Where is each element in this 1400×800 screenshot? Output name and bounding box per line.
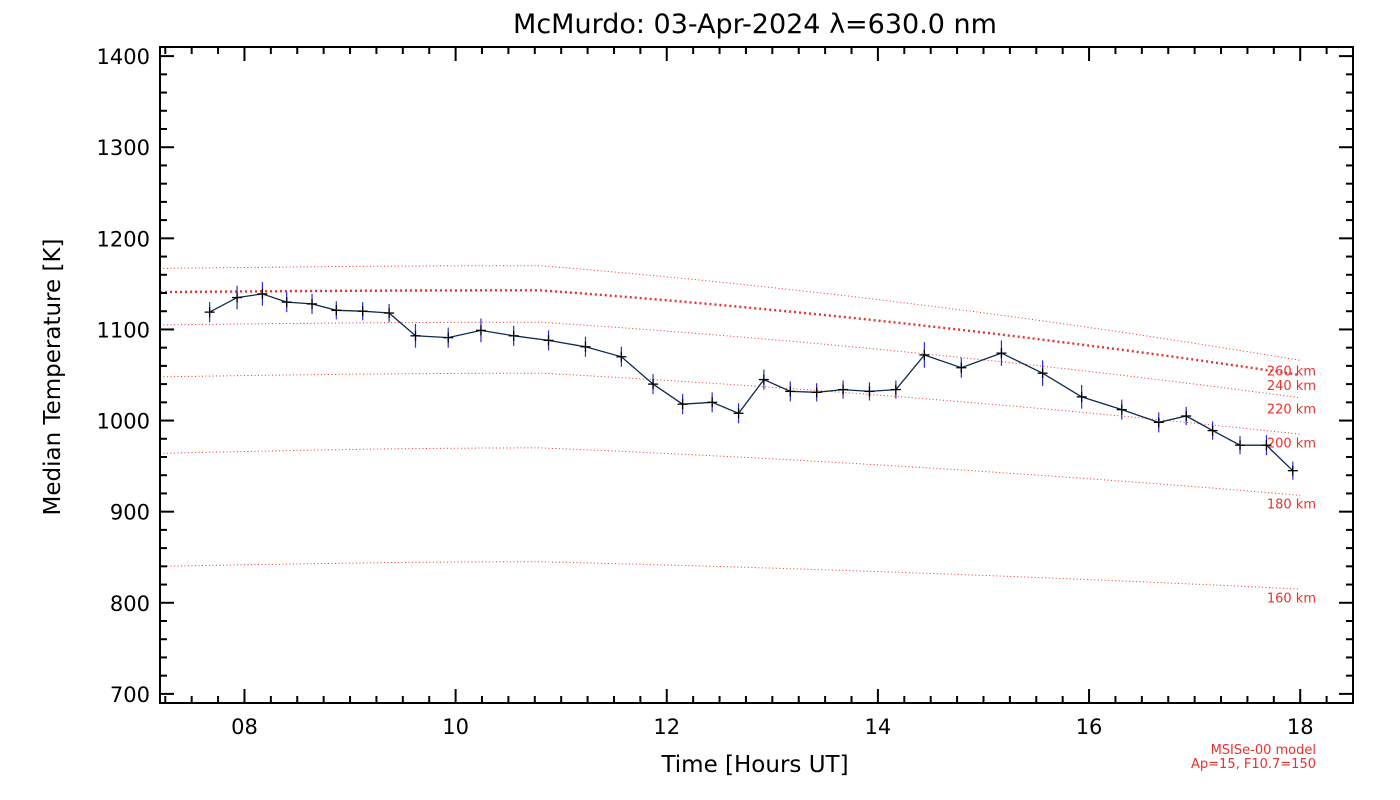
data-point [1037,368,1048,379]
plot-frame [159,46,1354,704]
data-point [1261,440,1272,451]
data-point [307,298,318,309]
model-curve-3 [159,321,1301,399]
data-point [257,288,268,299]
data-point [890,384,901,395]
x-tick-label: 10 [442,715,469,739]
data-point [410,330,421,341]
model-label-2: 220 km [1267,403,1316,418]
model-label-5: 160 km [1267,591,1316,606]
axis-ticks: 08 10 12 14 16 18 700 800 900 1000 1100 1200 1300 140… [97,45,1354,739]
data-point [331,305,342,316]
data-point [1207,425,1218,436]
y-tick-label: 1400 [97,45,150,69]
model-curve-5 [159,265,1301,361]
data-point [204,307,215,318]
y-axis-label: Median Temperature [K] [40,239,66,516]
model-curve-0 [159,561,1301,590]
y-tick-label: 1300 [97,136,150,160]
data-point [1116,404,1127,415]
y-tick-label: 1100 [97,318,150,342]
model-curve-2 [159,372,1301,435]
data-point [616,351,627,362]
data-point [811,387,822,398]
chart-title: McMurdo: 03-Apr-2024 λ=630.0 nm [513,9,997,40]
data-point [232,292,243,303]
y-tick-label: 900 [110,501,150,525]
y-tick-label: 1000 [97,410,150,434]
data-point [543,335,554,346]
data-point [919,349,930,360]
data-point [838,384,849,395]
data-point [785,386,796,397]
data-point [1153,417,1164,428]
data-point [357,306,368,317]
data-point [956,362,967,373]
data-series [204,282,1298,480]
model-label-1: 240 km [1267,379,1316,394]
y-tick-label: 800 [110,592,150,616]
data-point [1235,440,1246,451]
data-point [443,332,454,343]
data-point [1287,465,1298,476]
model-note-line-2: Ap=15, F10.7=150 [1191,757,1316,772]
data-point [281,297,292,308]
model-curve-1 [159,447,1301,496]
data-point [475,325,486,336]
series-line [209,293,1294,472]
data-point [677,399,688,410]
y-tick-label: 700 [110,683,150,707]
data-point [384,308,395,319]
data-point [864,386,875,397]
model-note-line-1: MSISe-00 model [1211,743,1316,758]
data-point [648,379,659,390]
model-curves [159,265,1301,590]
data-point [580,341,591,352]
model-label-4: 180 km [1267,498,1316,513]
x-tick-label: 14 [865,715,892,739]
x-tick-label: 18 [1287,715,1314,739]
data-point [758,374,769,385]
data-point [1076,391,1087,402]
model-curve-4 [159,289,1301,377]
x-tick-label: 08 [231,715,258,739]
x-tick-label: 16 [1076,715,1103,739]
model-label-3: 200 km [1267,436,1316,451]
data-point [1181,411,1192,421]
x-axis-label: Time [Hours UT] [660,752,848,778]
data-point [707,397,718,408]
data-point [733,408,744,419]
data-point [996,348,1007,359]
data-point [508,330,519,341]
model-label-0: 260 km [1267,364,1316,379]
x-tick-label: 12 [653,715,680,739]
y-tick-label: 1200 [97,227,150,251]
